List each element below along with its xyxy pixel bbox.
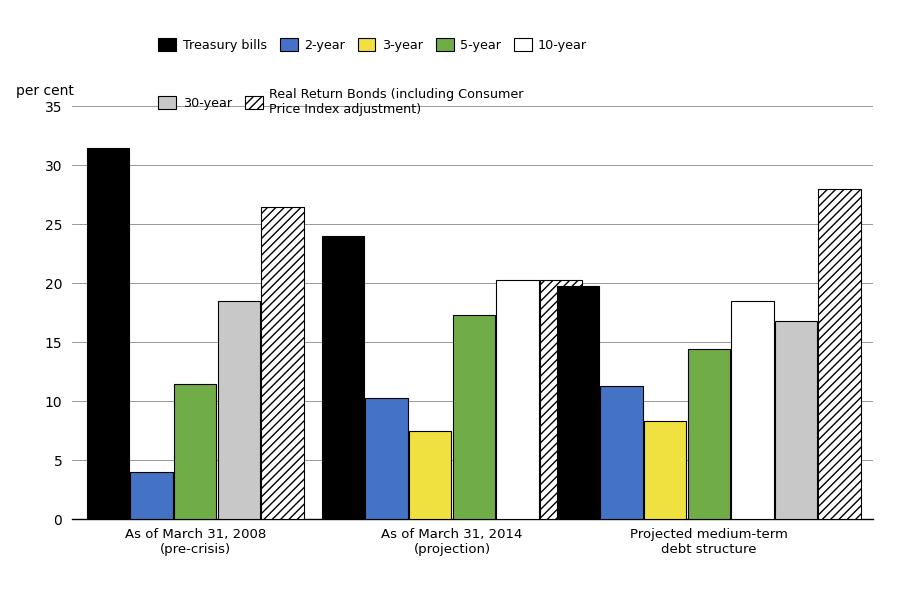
Bar	[818, 189, 860, 519]
Bar	[600, 386, 643, 519]
Text: per cent: per cent	[16, 84, 74, 98]
Bar	[556, 286, 599, 519]
Bar	[218, 301, 260, 519]
Bar	[540, 280, 582, 519]
Bar	[365, 398, 408, 519]
Bar	[775, 321, 817, 519]
Bar	[86, 148, 129, 519]
Bar	[496, 280, 538, 519]
Bar	[130, 472, 173, 519]
Bar	[321, 236, 364, 519]
Bar	[644, 421, 686, 519]
Bar	[453, 315, 495, 519]
Legend: 30-year, Real Return Bonds (including Consumer
Price Index adjustment): 30-year, Real Return Bonds (including Co…	[158, 88, 524, 116]
Bar	[261, 206, 303, 519]
Bar	[731, 301, 773, 519]
Bar	[409, 431, 451, 519]
Bar	[174, 384, 216, 519]
Bar	[688, 349, 730, 519]
